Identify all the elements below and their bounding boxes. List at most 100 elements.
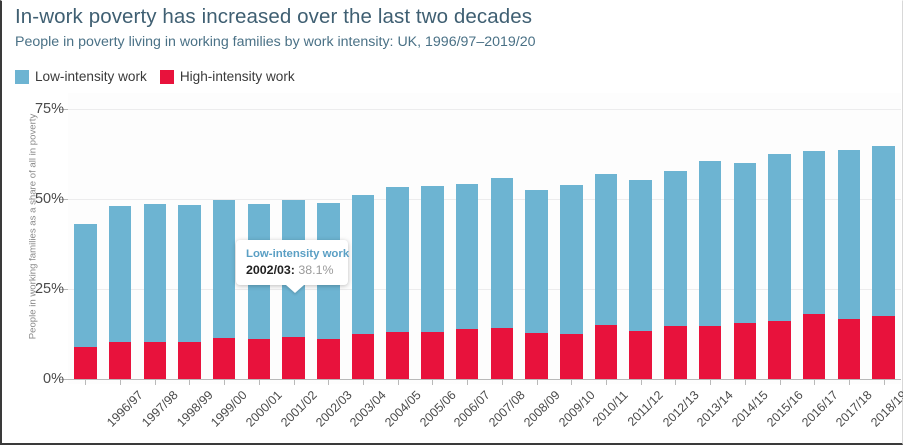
legend-item-high-intensity[interactable]: High-intensity work: [160, 69, 295, 84]
bar-group[interactable]: [74, 224, 97, 379]
bar-segment-high-intensity[interactable]: [872, 316, 895, 379]
bar-group[interactable]: [525, 190, 548, 379]
x-axis-tick-label: 2001/02: [278, 388, 320, 430]
bar-group[interactable]: [213, 200, 236, 379]
bar-group[interactable]: [699, 160, 722, 379]
bar-segment-high-intensity[interactable]: [491, 328, 514, 379]
bar-segment-low-intensity[interactable]: [352, 195, 375, 334]
bar-segment-low-intensity[interactable]: [456, 184, 479, 329]
bar-segment-low-intensity[interactable]: [491, 178, 514, 327]
bar-group[interactable]: [421, 186, 444, 379]
x-axis-tick-label: 2013/14: [695, 388, 737, 430]
bar-group[interactable]: [560, 185, 583, 379]
bar-segment-low-intensity[interactable]: [595, 174, 618, 326]
bar-group[interactable]: [838, 150, 861, 379]
chart-legend: Low-intensity work High-intensity work: [15, 69, 295, 84]
x-axis-tick-label: 2004/05: [382, 388, 424, 430]
bar-segment-high-intensity[interactable]: [144, 342, 167, 379]
bar-segment-high-intensity[interactable]: [282, 337, 305, 379]
bar-segment-high-intensity[interactable]: [803, 314, 826, 379]
x-axis-tick-label: 1996/97: [104, 388, 146, 430]
bar-segment-high-intensity[interactable]: [734, 323, 757, 379]
bar-group[interactable]: [595, 174, 618, 379]
bar-segment-low-intensity[interactable]: [421, 186, 444, 333]
legend-label-low-intensity: Low-intensity work: [35, 69, 147, 84]
bar-group[interactable]: [456, 184, 479, 379]
bar-segment-high-intensity[interactable]: [629, 331, 652, 379]
bar-segment-low-intensity[interactable]: [178, 205, 201, 343]
x-axis-tick-label: 2017/18: [833, 388, 875, 430]
plot-area: 0%25%50%75% People in working families a…: [2, 93, 903, 384]
bar-group[interactable]: [386, 187, 409, 379]
bar-segment-high-intensity[interactable]: [560, 334, 583, 379]
x-axis-tick-label: 1998/99: [174, 388, 216, 430]
bar-group[interactable]: [872, 146, 895, 379]
bar-segment-low-intensity[interactable]: [664, 171, 687, 326]
bar-segment-low-intensity[interactable]: [560, 185, 583, 334]
bar-segment-low-intensity[interactable]: [629, 180, 652, 332]
bar-segment-high-intensity[interactable]: [74, 347, 97, 379]
bar-group[interactable]: [109, 206, 132, 379]
bar-segment-high-intensity[interactable]: [352, 334, 375, 379]
legend-swatch-low-intensity-icon: [15, 70, 29, 84]
bar-segment-low-intensity[interactable]: [803, 151, 826, 314]
tooltip-value-row: 2002/03: 38.1%: [246, 262, 339, 278]
x-axis-tick-label: 2003/04: [347, 388, 389, 430]
bar-segment-low-intensity[interactable]: [734, 163, 757, 323]
bars-layer: [68, 93, 901, 384]
bar-segment-high-intensity[interactable]: [109, 342, 132, 379]
bar-segment-low-intensity[interactable]: [838, 150, 861, 319]
bar-group[interactable]: [803, 151, 826, 379]
bar-group[interactable]: [734, 163, 757, 379]
bar-segment-high-intensity[interactable]: [386, 332, 409, 379]
legend-item-low-intensity[interactable]: Low-intensity work: [15, 69, 147, 84]
y-axis-tick-label: 50%: [35, 191, 64, 207]
x-axis-tick-label: 2018/19: [868, 388, 903, 430]
bar-segment-high-intensity[interactable]: [525, 333, 548, 379]
y-axis-tick-label: 25%: [35, 281, 64, 297]
bar-segment-high-intensity[interactable]: [838, 319, 861, 379]
bar-segment-low-intensity[interactable]: [109, 206, 132, 342]
chart-tooltip: Low-intensity work 2002/03: 38.1%: [236, 240, 348, 285]
bar-group[interactable]: [317, 203, 340, 379]
tooltip-period: 2002/03: [246, 263, 291, 277]
chart-subtitle: People in poverty living in working fami…: [15, 34, 536, 50]
bar-group[interactable]: [664, 171, 687, 379]
x-axis-tick-label: 2006/07: [452, 388, 494, 430]
x-axis-tick-label: 2015/16: [764, 388, 806, 430]
tooltip-separator: :: [291, 263, 295, 277]
bar-segment-high-intensity[interactable]: [317, 339, 340, 379]
bar-group[interactable]: [178, 205, 201, 379]
bar-segment-low-intensity[interactable]: [699, 161, 722, 326]
bar-segment-low-intensity[interactable]: [525, 190, 548, 333]
bar-segment-low-intensity[interactable]: [74, 224, 97, 347]
bar-segment-low-intensity[interactable]: [768, 154, 791, 320]
y-axis-tick-label: 0%: [43, 371, 64, 387]
bar-group[interactable]: [768, 154, 791, 379]
bar-segment-high-intensity[interactable]: [768, 321, 791, 379]
bar-group[interactable]: [144, 204, 167, 379]
bar-segment-low-intensity[interactable]: [872, 146, 895, 316]
x-axis-tick-label: 2014/15: [729, 388, 771, 430]
bar-segment-high-intensity[interactable]: [421, 332, 444, 379]
bar-segment-high-intensity[interactable]: [213, 338, 236, 379]
bar-group[interactable]: [248, 204, 271, 379]
bar-segment-high-intensity[interactable]: [595, 325, 618, 379]
bar-group[interactable]: [352, 195, 375, 379]
legend-label-high-intensity: High-intensity work: [180, 69, 295, 84]
bar-segment-low-intensity[interactable]: [386, 187, 409, 331]
bar-segment-high-intensity[interactable]: [664, 326, 687, 379]
bar-group[interactable]: [491, 178, 514, 379]
bar-segment-low-intensity[interactable]: [213, 200, 236, 338]
tooltip-pointer-icon: [286, 285, 304, 293]
bar-segment-high-intensity[interactable]: [248, 339, 271, 379]
bar-segment-high-intensity[interactable]: [456, 329, 479, 379]
bar-segment-high-intensity[interactable]: [699, 326, 722, 379]
bar-segment-low-intensity[interactable]: [144, 204, 167, 341]
bar-segment-high-intensity[interactable]: [178, 342, 201, 379]
bar-group[interactable]: [629, 180, 652, 379]
tooltip-value: 38.1%: [298, 263, 333, 277]
y-axis-tick-label: 75%: [35, 101, 64, 117]
